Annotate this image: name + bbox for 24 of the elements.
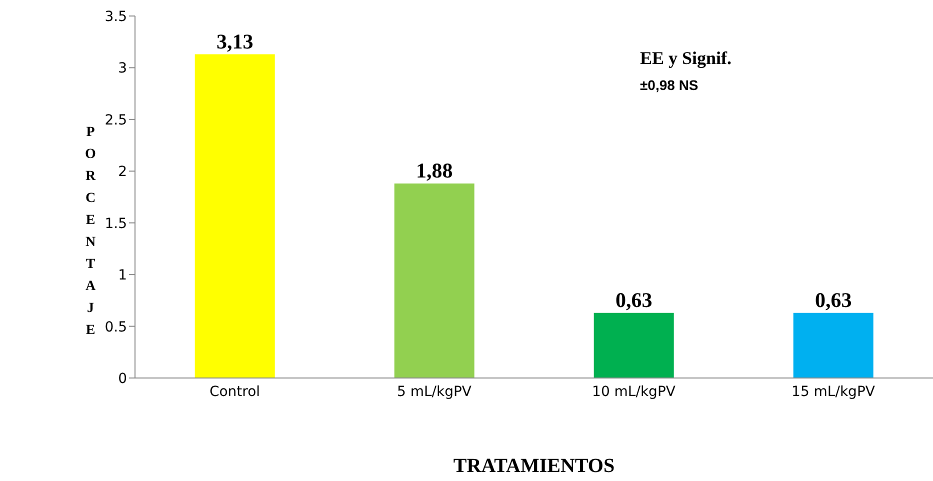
bar <box>394 184 474 378</box>
x-tick-label: Control <box>209 384 260 400</box>
y-tick-label: 3.5 <box>104 8 127 25</box>
y-tick-label: 3 <box>118 60 127 77</box>
annotation: ±0,98 NS <box>640 77 698 93</box>
x-tick-label: 15 mL/kgPV <box>792 384 876 400</box>
data-label: 0,63 <box>814 288 852 312</box>
y-tick-label: 1.5 <box>104 216 127 232</box>
y-tick-label: 2 <box>118 164 127 180</box>
bar <box>594 312 674 378</box>
x-tick-label: 5 mL/kgPV <box>396 384 472 400</box>
y-tick-label: 0.5 <box>104 319 127 336</box>
x-tick-label: 10 mL/kgPV <box>592 384 676 400</box>
y-tick-label: 0 <box>118 370 127 387</box>
data-label: 0,63 <box>615 288 652 312</box>
bar <box>194 54 275 378</box>
bar <box>793 312 874 378</box>
data-label: 1,88 <box>416 158 453 183</box>
data-label: 3,13 <box>216 29 254 54</box>
annotation: EE y Signif. <box>640 48 732 69</box>
x-axis-title: TRATAMIENTOS <box>452 455 616 478</box>
y-tick-label: 2.5 <box>104 112 127 128</box>
y-tick-label: 1 <box>118 268 127 284</box>
y-axis-title: PORCENTAJE <box>82 125 98 345</box>
